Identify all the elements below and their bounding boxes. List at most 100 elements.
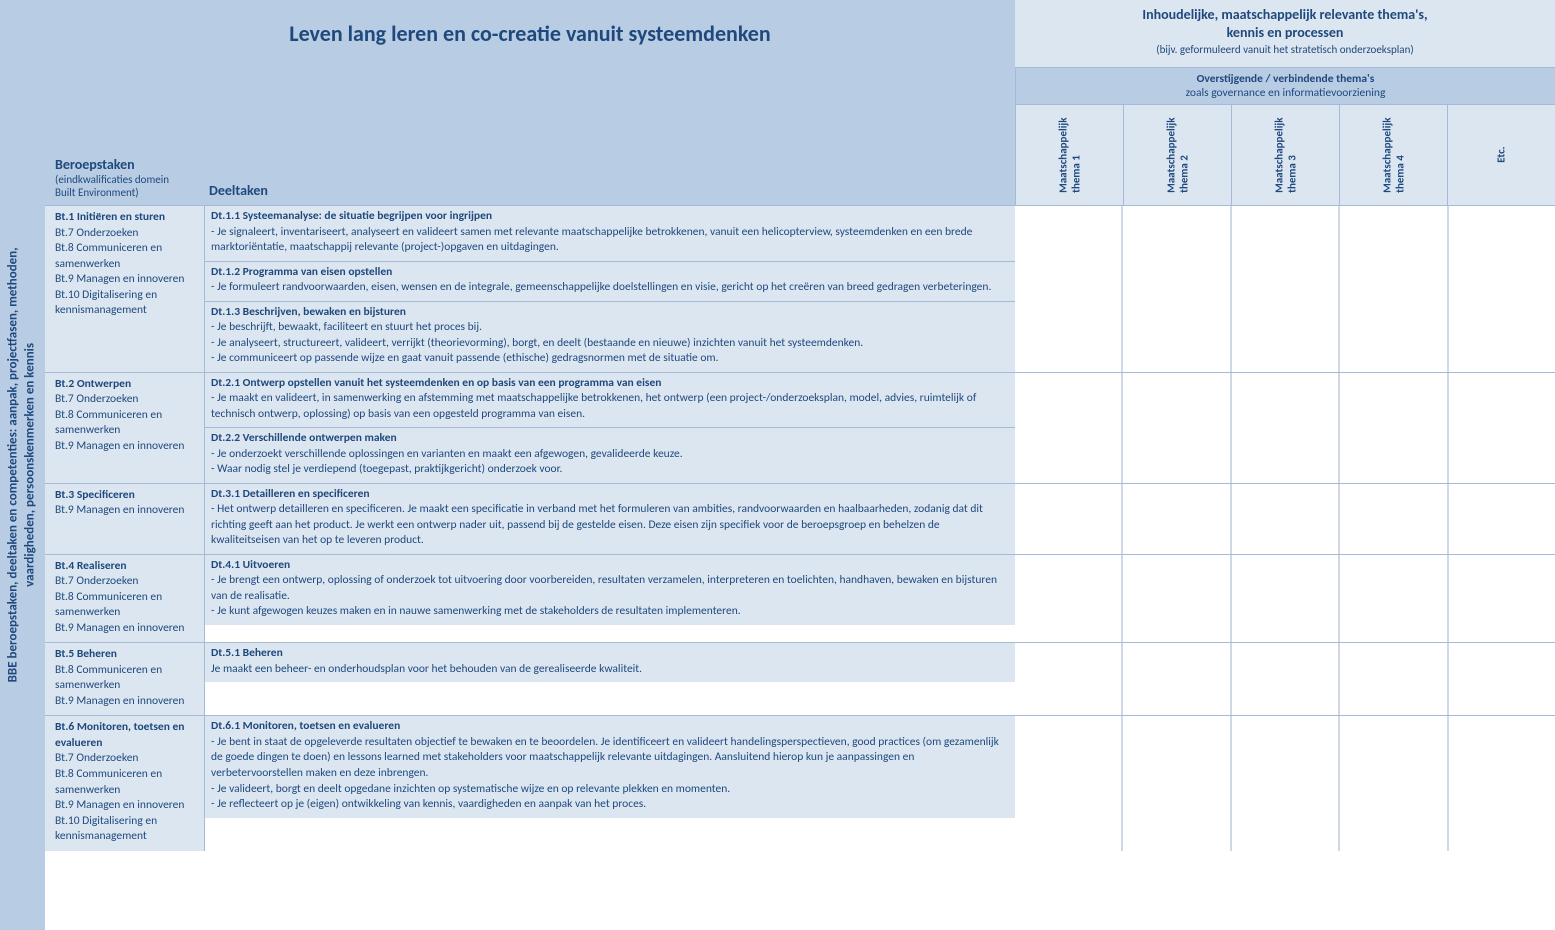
- group-sub: Bt.10 Digitalisering en kennismanagement: [55, 814, 198, 845]
- bt-header-title: Beroepstaken: [55, 156, 199, 173]
- deeltaak-title: Dt.1.3 Beschrijven, bewaken en bijsturen: [211, 305, 1007, 321]
- side-label-line2: vaardigheden, persoonskenmerken en kenni…: [23, 343, 38, 587]
- theme-column-label: Maatschappelijkthema 4: [1380, 117, 1406, 192]
- group-left: Bt.1 Initiëren en sturenBt.7 Onderzoeken…: [45, 206, 205, 372]
- deeltaak-title: Dt.1.1 Systeemanalyse: de situatie begri…: [211, 209, 1007, 225]
- matrix-cell: [1448, 206, 1555, 372]
- header-right: Inhoudelijke, maatschappelijk relevante …: [1015, 0, 1555, 67]
- group-right: [1015, 206, 1555, 372]
- overarching-header: Overstijgende / verbindende thema's zoal…: [1015, 67, 1555, 104]
- deeltaak: Dt.2.1 Ontwerp opstellen vanuit het syst…: [205, 373, 1015, 429]
- group-title: Bt.3 Specificeren: [55, 488, 198, 504]
- group-mid: Dt.2.1 Ontwerp opstellen vanuit het syst…: [205, 373, 1015, 483]
- group-title: Bt.1 Initiëren en sturen: [55, 210, 198, 226]
- deeltaak: Dt.5.1 BeherenJe maakt een beheer- en on…: [205, 643, 1015, 682]
- group-sub: Bt.9 Managen en innoveren: [55, 694, 198, 710]
- deeltaak-line: - Je brengt een ontwerp, oplossing of on…: [211, 573, 1007, 604]
- matrix-cell: [1448, 555, 1555, 643]
- header-left: Leven lang leren en co-creatie vanuit sy…: [45, 0, 1015, 67]
- deeltaak-line: - Je analyseert, structureert, valideert…: [211, 336, 1007, 352]
- matrix-cell: [1231, 643, 1339, 715]
- matrix-cell: [1122, 716, 1230, 850]
- main-title: Leven lang leren en co-creatie vanuit sy…: [289, 20, 770, 47]
- deeltaak: Dt.1.2 Programma van eisen opstellen- Je…: [205, 262, 1015, 302]
- overarching-line1: Overstijgende / verbindende thema's: [1022, 72, 1549, 86]
- deeltaak-title: Dt.4.1 Uitvoeren: [211, 558, 1007, 574]
- columns-header-row: Beroepstaken (eindkwalificaties domein B…: [45, 104, 1555, 205]
- deeltaak-line: - Je kunt afgewogen keuzes maken en in n…: [211, 604, 1007, 620]
- deeltaak-line: - Je signaleert, inventariseert, analyse…: [211, 225, 1007, 256]
- group-title: Bt.2 Ontwerpen: [55, 377, 198, 393]
- group-mid: Dt.5.1 BeherenJe maakt een beheer- en on…: [205, 643, 1015, 715]
- matrix-cell: [1122, 373, 1230, 483]
- deeltaak: Dt.1.1 Systeemanalyse: de situatie begri…: [205, 206, 1015, 262]
- deeltaak-line: - Je onderzoekt verschillende oplossinge…: [211, 447, 1007, 463]
- group-left: Bt.6 Monitoren, toetsen en evaluerenBt.7…: [45, 716, 205, 850]
- group-left: Bt.3 SpecificerenBt.9 Managen en innover…: [45, 484, 205, 554]
- theme-column-label: Maatschappelijkthema 3: [1272, 117, 1298, 192]
- deeltaak-line: - Je beschrijft, bewaakt, faciliteert en…: [211, 320, 1007, 336]
- group-right: [1015, 373, 1555, 483]
- matrix-cell: [1122, 206, 1230, 372]
- theme-column-label: Maatschappelijkthema 2: [1164, 117, 1190, 192]
- group-right: [1015, 484, 1555, 554]
- deeltaken-header: Deeltaken: [205, 182, 1015, 205]
- deeltaak-line: - Het ontwerp detailleren en specificere…: [211, 502, 1007, 549]
- top-right-sub: (bijv. geformuleerd vanuit het stratetis…: [1025, 43, 1545, 56]
- matrix-cell: [1339, 373, 1447, 483]
- deeltaak: Dt.1.3 Beschrijven, bewaken en bijsturen…: [205, 302, 1015, 372]
- side-vertical-label: BBE beroepstaken, deeltaken en competent…: [0, 0, 45, 930]
- deeltaak-title: Dt.3.1 Detailleren en specificeren: [211, 487, 1007, 503]
- group-row: Bt.6 Monitoren, toetsen en evaluerenBt.7…: [45, 715, 1555, 850]
- deeltaak: Dt.6.1 Monitoren, toetsen en evalueren- …: [205, 716, 1015, 817]
- deeltaak-line: Je maakt een beheer- en onderhoudsplan v…: [211, 662, 1007, 678]
- matrix-cell: [1015, 206, 1122, 372]
- deeltaak-line: - Waar nodig stel je verdiepend (toegepa…: [211, 462, 1007, 478]
- matrix-cell: [1015, 643, 1122, 715]
- side-label-line1: BBE beroepstaken, deeltaken en competent…: [6, 248, 21, 683]
- group-sub: Bt.7 Onderzoeken: [55, 751, 198, 767]
- group-row: Bt.5 BeherenBt.8 Communiceren en samenwe…: [45, 642, 1555, 715]
- group-left: Bt.2 OntwerpenBt.7 OnderzoekenBt.8 Commu…: [45, 373, 205, 483]
- group-right: [1015, 716, 1555, 850]
- theme-column: Maatschappelijkthema 1: [1016, 105, 1124, 205]
- group-title: Bt.4 Realiseren: [55, 559, 198, 575]
- matrix-cell: [1015, 373, 1122, 483]
- theme-columns: Maatschappelijkthema 1 Maatschappelijkthe…: [1015, 104, 1555, 205]
- deeltaak-line: - Je communiceert op passende wijze en g…: [211, 351, 1007, 367]
- theme-column-label: Etc.: [1495, 147, 1508, 163]
- theme-column: Maatschappelijkthema 4: [1340, 105, 1448, 205]
- group-title: Bt.5 Beheren: [55, 647, 198, 663]
- group-mid: Dt.4.1 Uitvoeren- Je brengt een ontwerp,…: [205, 555, 1015, 643]
- matrix-cell: [1122, 484, 1230, 554]
- group-right: [1015, 555, 1555, 643]
- matrix-cell: [1448, 484, 1555, 554]
- matrix-cell: [1015, 484, 1122, 554]
- matrix-cell: [1448, 373, 1555, 483]
- group-mid: Dt.1.1 Systeemanalyse: de situatie begri…: [205, 206, 1015, 372]
- deeltaak: Dt.2.2 Verschillende ontwerpen maken- Je…: [205, 428, 1015, 483]
- group-row: Bt.3 SpecificerenBt.9 Managen en innover…: [45, 483, 1555, 554]
- group-sub: Bt.8 Communiceren en samenwerken: [55, 663, 198, 694]
- header-row: Leven lang leren en co-creatie vanuit sy…: [45, 0, 1555, 67]
- group-mid: Dt.6.1 Monitoren, toetsen en evalueren- …: [205, 716, 1015, 850]
- matrix-cell: [1231, 716, 1339, 850]
- deeltaak-title: Dt.2.1 Ontwerp opstellen vanuit het syst…: [211, 376, 1007, 392]
- body-table: Bt.1 Initiëren en sturen Bt.7 Onderzoeken…: [45, 205, 1555, 930]
- matrix-cell: [1339, 555, 1447, 643]
- group-sub: Bt.9 Managen en innoveren: [55, 621, 198, 637]
- deeltaak-title: Dt.1.2 Programma van eisen opstellen: [211, 265, 1007, 281]
- matrix-cell: [1339, 716, 1447, 850]
- matrix-cell: [1231, 373, 1339, 483]
- group-sub: Bt.9 Managen en innoveren: [55, 439, 198, 455]
- deeltaak-line: - Je reflecteert op je (eigen) ontwikkel…: [211, 797, 1007, 813]
- group-left: Bt.4 RealiserenBt.7 OnderzoekenBt.8 Comm…: [45, 555, 205, 643]
- matrix-cell: [1231, 555, 1339, 643]
- theme-column: Maatschappelijkthema 3: [1232, 105, 1340, 205]
- matrix-cell: [1339, 206, 1447, 372]
- deeltaak-title: Dt.2.2 Verschillende ontwerpen maken: [211, 431, 1007, 447]
- deeltaak-line: - Je valideert, borgt en deelt opgedane …: [211, 782, 1007, 798]
- group-sub: Bt.10 Digitalisering en kennismanagement: [55, 288, 198, 319]
- theme-column-label: Maatschappelijkthema 1: [1056, 117, 1082, 192]
- group-right: [1015, 643, 1555, 715]
